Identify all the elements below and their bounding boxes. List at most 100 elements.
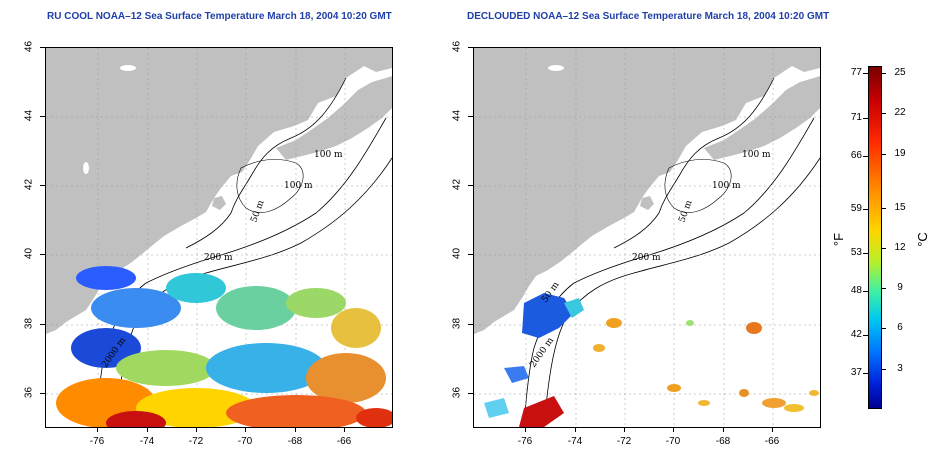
- fahrenheit-tick-label: 42: [850, 329, 862, 340]
- celsius-tick-label: 3: [897, 363, 903, 374]
- lat-tick-mark: [468, 254, 473, 255]
- colorbar: [868, 66, 882, 409]
- nova-scotia: [276, 76, 392, 160]
- lon-tick-label: -74: [139, 436, 155, 447]
- fahrenheit-tick-label: 66: [850, 150, 862, 161]
- lon-tick-label: -72: [188, 436, 204, 447]
- contour-200m: [523, 117, 815, 427]
- lat-tick-label: 46: [23, 40, 35, 53]
- lon-tick-mark: [673, 427, 674, 432]
- fahrenheit-tick-label: 77: [850, 67, 862, 78]
- celsius-tick-mark: [881, 154, 886, 155]
- celsius-tick-mark: [881, 369, 886, 370]
- lat-tick-mark: [468, 393, 473, 394]
- lon-tick-mark: [525, 427, 526, 432]
- lat-tick-mark: [40, 47, 45, 48]
- lon-tick-mark: [723, 427, 724, 432]
- fahrenheit-tick-mark: [863, 209, 868, 210]
- celsius-tick-label: 6: [897, 322, 903, 333]
- lat-tick-mark: [40, 116, 45, 117]
- lon-tick-label: -72: [616, 436, 632, 447]
- lat-tick-mark: [468, 185, 473, 186]
- celsius-tick-label: 22: [894, 107, 906, 118]
- left-map-canvas: 100 m 100 m 50 m 200 m 2000 m: [46, 48, 392, 427]
- fahrenheit-unit-label: °F: [831, 232, 847, 247]
- lon-tick-mark: [147, 427, 148, 432]
- lon-tick-mark: [245, 427, 246, 432]
- lat-tick-label: 40: [451, 247, 463, 260]
- contour-label: 100 m: [284, 181, 313, 191]
- contour-label: 200 m: [204, 253, 233, 263]
- lat-tick-label: 38: [451, 317, 463, 330]
- contour-label: 100 m: [314, 150, 343, 160]
- fahrenheit-tick-label: 48: [850, 285, 862, 296]
- lat-tick-mark: [468, 47, 473, 48]
- right-map-canvas: 100 m 100 m 50 m 200 m 2000 m 50 m: [474, 48, 820, 427]
- lat-tick-label: 36: [451, 386, 463, 399]
- lon-tick-label: -76: [89, 436, 105, 447]
- lon-tick-mark: [295, 427, 296, 432]
- contour-100m: [613, 77, 775, 249]
- lat-tick-label: 46: [451, 40, 463, 53]
- left-map-title: RU COOL NOAA–12 Sea Surface Temperature …: [47, 11, 392, 22]
- fahrenheit-tick-mark: [863, 253, 868, 254]
- land-mass: [474, 48, 820, 334]
- sst-field: [56, 266, 392, 427]
- lon-tick-mark: [344, 427, 345, 432]
- lat-tick-mark: [40, 185, 45, 186]
- celsius-tick-mark: [881, 113, 886, 114]
- contour-label: 2000 m: [528, 336, 556, 370]
- contour-label: 100 m: [712, 181, 741, 191]
- sst-field: [484, 293, 819, 427]
- lon-tick-label: -68: [287, 436, 303, 447]
- lat-tick-label: 42: [451, 178, 463, 191]
- map-grid: [474, 48, 820, 427]
- right-map-title: DECLOUDED NOAA–12 Sea Surface Temperatur…: [467, 11, 830, 22]
- cape-cod: [212, 196, 226, 210]
- fahrenheit-tick-mark: [863, 118, 868, 119]
- fahrenheit-tick-mark: [863, 335, 868, 336]
- fahrenheit-tick-mark: [863, 73, 868, 74]
- celsius-unit-label: °C: [914, 232, 930, 247]
- lat-tick-label: 36: [23, 386, 35, 399]
- right-sst-map: 100 m 100 m 50 m 200 m 2000 m 50 m: [473, 47, 821, 428]
- lake: [548, 65, 564, 71]
- lon-tick-mark: [624, 427, 625, 432]
- fahrenheit-tick-label: 59: [850, 203, 862, 214]
- lon-tick-label: -74: [567, 436, 583, 447]
- lat-tick-label: 44: [451, 109, 463, 122]
- celsius-tick-label: 25: [894, 67, 906, 78]
- celsius-tick-label: 9: [897, 282, 903, 293]
- contour-label: 50 m: [249, 199, 266, 224]
- contour-label: 50 m: [677, 199, 694, 224]
- lon-tick-mark: [575, 427, 576, 432]
- fahrenheit-tick-label: 71: [850, 112, 862, 123]
- contour-gom: [236, 159, 304, 213]
- lon-tick-mark: [97, 427, 98, 432]
- lat-tick-mark: [40, 393, 45, 394]
- celsius-tick-mark: [881, 248, 886, 249]
- left-sst-map: 100 m 100 m 50 m 200 m 2000 m: [45, 47, 393, 428]
- fahrenheit-tick-label: 53: [850, 247, 862, 258]
- nova-scotia: [704, 76, 820, 160]
- celsius-tick-mark: [881, 328, 886, 329]
- lon-tick-mark: [196, 427, 197, 432]
- lon-tick-label: -66: [764, 436, 780, 447]
- lake: [120, 65, 136, 71]
- cape-cod: [640, 196, 654, 210]
- lat-tick-mark: [468, 324, 473, 325]
- lon-tick-mark: [772, 427, 773, 432]
- land-mass: [46, 48, 392, 334]
- celsius-tick-mark: [881, 288, 886, 289]
- lat-tick-mark: [468, 116, 473, 117]
- lon-tick-label: -66: [336, 436, 352, 447]
- lon-tick-label: -68: [715, 436, 731, 447]
- contour-label: 100 m: [742, 150, 771, 160]
- lat-tick-label: 38: [23, 317, 35, 330]
- lon-tick-label: -70: [237, 436, 253, 447]
- lon-tick-label: -76: [517, 436, 533, 447]
- lat-tick-mark: [40, 254, 45, 255]
- celsius-tick-mark: [881, 73, 886, 74]
- fahrenheit-tick-mark: [863, 156, 868, 157]
- contour-gom: [664, 159, 732, 213]
